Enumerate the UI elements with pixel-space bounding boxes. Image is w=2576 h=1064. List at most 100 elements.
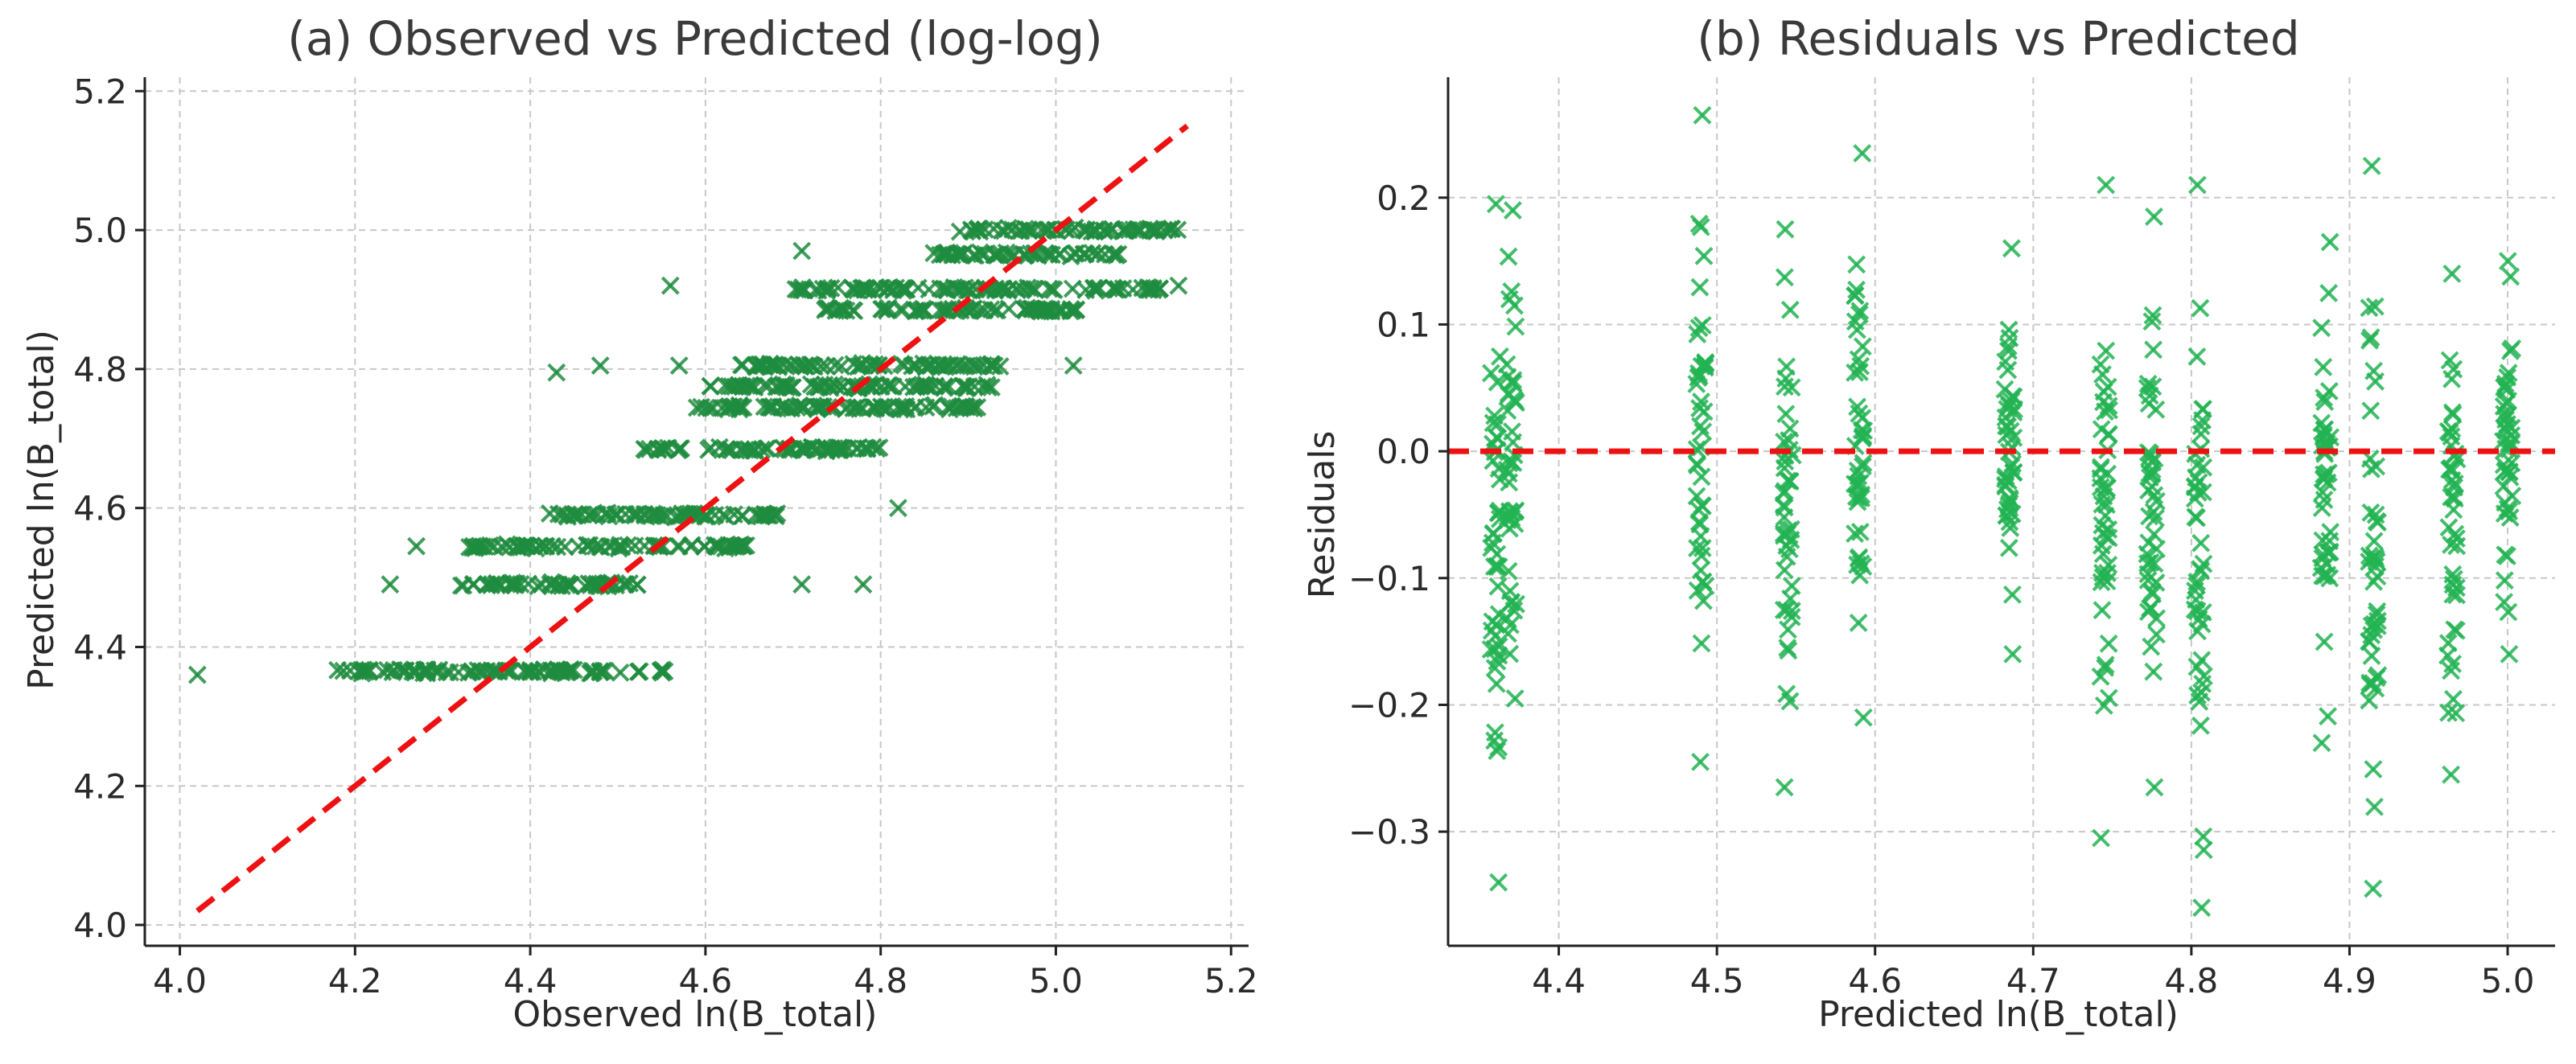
- scatter-point: [973, 377, 992, 396]
- residual-point: [2191, 417, 2211, 436]
- scatter-point: [716, 376, 735, 395]
- residual-point: [2502, 425, 2521, 445]
- residual-point: [2320, 232, 2339, 252]
- residual-point: [2366, 505, 2385, 524]
- residual-point: [2444, 689, 2463, 709]
- residual-point: [1854, 557, 1873, 576]
- scatter-point: [789, 355, 808, 374]
- residual-point: [2495, 571, 2514, 590]
- panel-a-title: (a) Observed vs Predicted (log-log): [287, 11, 1102, 66]
- residual-point: [1690, 277, 1710, 297]
- residual-point: [2147, 625, 2166, 644]
- identity-reference-line: [195, 123, 1189, 914]
- scatter-point: [1049, 245, 1068, 265]
- residual-point: [2317, 465, 2336, 484]
- scatter-point: [792, 575, 812, 594]
- residual-point: [2446, 524, 2465, 544]
- residual-point: [2499, 364, 2518, 383]
- residual-point: [2004, 462, 2023, 482]
- scatter-point: [931, 279, 950, 298]
- residual-point: [2143, 306, 2162, 325]
- residual-point: [1776, 220, 1795, 239]
- residual-point: [1506, 317, 1525, 336]
- scatter-point: [936, 280, 956, 299]
- scatter-point: [957, 281, 977, 300]
- residual-point: [1777, 684, 1796, 704]
- scatter-point: [1124, 220, 1143, 239]
- residual-point: [2319, 707, 2337, 726]
- scatter-point: [1063, 279, 1082, 298]
- residual-point: [1691, 752, 1710, 771]
- scatter-point: [986, 301, 1005, 320]
- residual-point: [1846, 524, 1865, 544]
- residual-point: [1847, 255, 1866, 274]
- residual-point: [1847, 280, 1866, 299]
- residual-point: [1776, 369, 1796, 388]
- residual-point: [1483, 612, 1502, 631]
- residual-point: [1499, 561, 1518, 581]
- residual-point: [2185, 489, 2204, 508]
- residual-point: [2145, 525, 2163, 544]
- scatter-point: [1015, 300, 1035, 319]
- residual-point: [1483, 524, 1503, 544]
- a-y-tick-label: 5.0: [73, 211, 127, 250]
- scatter-point: [560, 575, 579, 594]
- scatter-point: [1105, 280, 1125, 299]
- residual-point: [1998, 360, 2018, 380]
- residual-point: [1688, 581, 1707, 600]
- residual-point: [1779, 521, 1798, 540]
- residual-point: [1691, 417, 1710, 436]
- residual-point: [1688, 539, 1706, 557]
- scatter-point: [524, 662, 543, 681]
- residual-point: [2442, 661, 2460, 680]
- residual-point: [1499, 384, 1518, 403]
- residual-point: [2360, 632, 2379, 651]
- scatter-point: [1148, 220, 1167, 240]
- residual-point: [2444, 359, 2463, 379]
- scatter-point: [596, 504, 615, 524]
- scatter-point: [1102, 220, 1121, 240]
- residual-point: [1850, 523, 1870, 541]
- scatter-point: [893, 300, 912, 319]
- residual-point: [2445, 474, 2464, 493]
- residual-point: [2315, 420, 2335, 439]
- panel-a-axes: 4.0 4.2 4.4 4.6 4.8 5.0 5.2 4.0 4.2 4.4 4.6 4.8 5.0 5…: [73, 72, 1257, 1000]
- scatter-point: [1169, 276, 1188, 295]
- scatter-point: [1162, 220, 1182, 239]
- residual-point: [2365, 297, 2385, 316]
- panel-a-x-axis-label: Observed ln(B_total): [513, 994, 878, 1035]
- scatter-point: [1034, 300, 1052, 319]
- residual-point: [1691, 527, 1710, 546]
- scatter-point: [788, 280, 808, 299]
- scatter-point: [542, 573, 562, 592]
- scatter-point: [815, 376, 834, 394]
- residual-point: [1854, 454, 1873, 473]
- scatter-point: [542, 576, 562, 595]
- residual-point: [1693, 591, 1713, 610]
- scatter-point: [802, 438, 821, 457]
- residual-point: [2091, 667, 2110, 686]
- residual-point: [1692, 392, 1710, 411]
- residual-point: [1696, 354, 1715, 373]
- scatter-point: [1086, 220, 1105, 239]
- residual-point: [1498, 609, 1516, 628]
- residual-point: [2094, 696, 2113, 715]
- residual-point: [2360, 298, 2379, 318]
- residual-point: [2146, 508, 2165, 528]
- residual-point: [2189, 473, 2208, 492]
- residual-point: [1780, 472, 1800, 491]
- residual-point: [1688, 325, 1707, 343]
- residual-point: [1776, 405, 1796, 424]
- scatter-point: [578, 536, 596, 555]
- scatter-point: [1024, 279, 1043, 298]
- residual-point: [2367, 668, 2386, 688]
- scatter-point: [947, 356, 966, 376]
- scatter-point: [897, 400, 916, 419]
- residual-point: [2447, 585, 2466, 605]
- residual-point: [2094, 392, 2113, 412]
- scatter-point: [916, 375, 936, 394]
- residual-point: [2439, 703, 2458, 722]
- residual-point: [2192, 651, 2212, 670]
- residual-point: [1501, 593, 1520, 612]
- scatter-point: [407, 536, 426, 556]
